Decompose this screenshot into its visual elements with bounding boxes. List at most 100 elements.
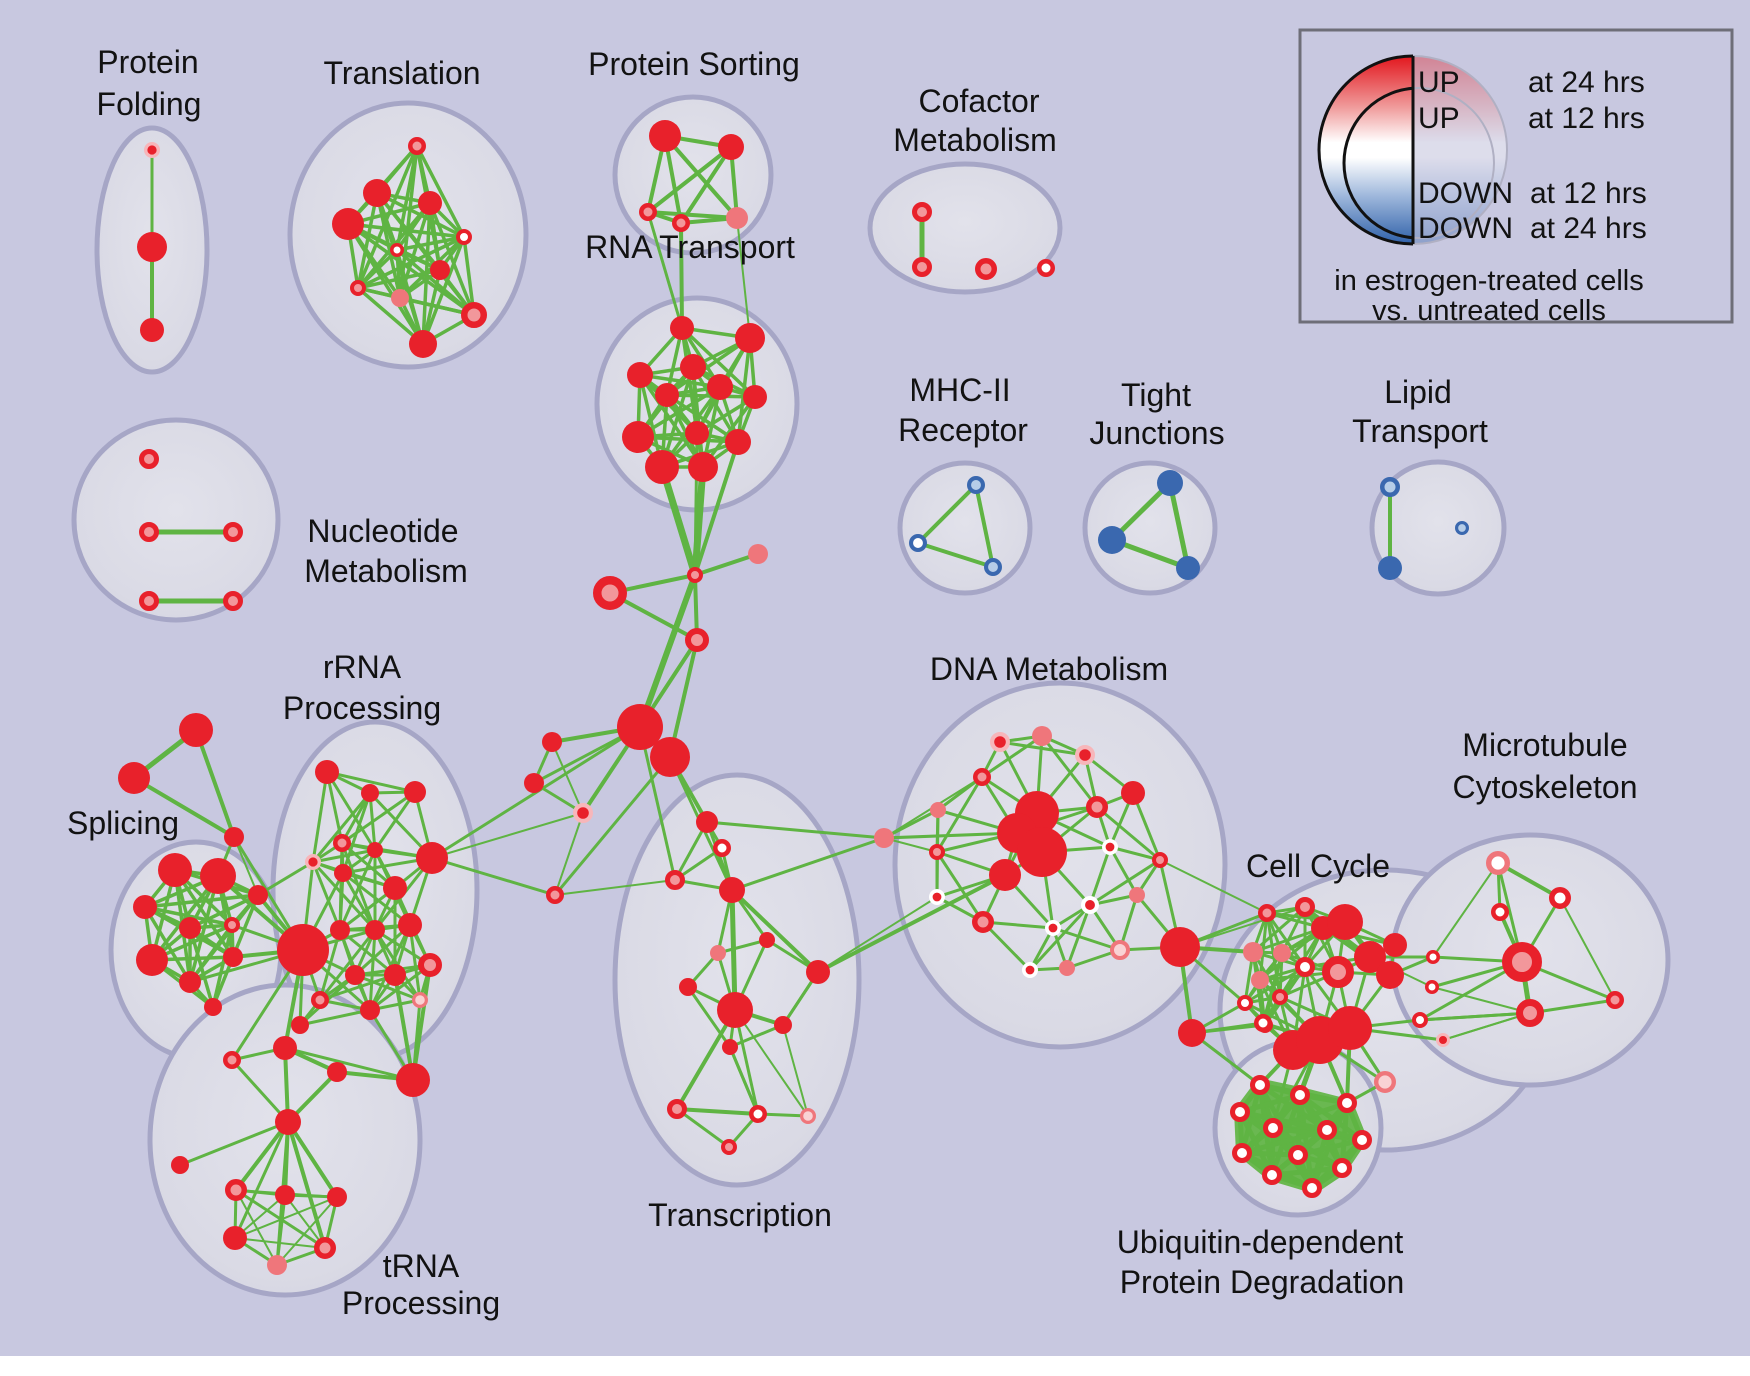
gene-node[interactable] bbox=[719, 877, 745, 903]
gene-node[interactable] bbox=[409, 330, 437, 358]
gene-node[interactable] bbox=[909, 534, 928, 553]
gene-node[interactable] bbox=[304, 853, 321, 870]
gene-node[interactable] bbox=[416, 842, 448, 874]
gene-node[interactable] bbox=[1017, 827, 1067, 877]
gene-node[interactable] bbox=[622, 421, 654, 453]
gene-node[interactable] bbox=[140, 318, 164, 342]
gene-node[interactable] bbox=[743, 385, 767, 409]
gene-node[interactable] bbox=[1251, 971, 1269, 989]
gene-node[interactable] bbox=[1485, 851, 1510, 876]
gene-node[interactable] bbox=[1086, 796, 1108, 818]
gene-node[interactable] bbox=[384, 964, 406, 986]
gene-node[interactable] bbox=[1380, 477, 1400, 497]
gene-node[interactable] bbox=[137, 232, 167, 262]
gene-node[interactable] bbox=[593, 576, 627, 610]
gene-node[interactable] bbox=[1098, 526, 1126, 554]
gene-node[interactable] bbox=[989, 731, 1010, 752]
gene-node[interactable] bbox=[224, 917, 240, 933]
gene-node[interactable] bbox=[649, 120, 681, 152]
gene-node[interactable] bbox=[277, 924, 329, 976]
gene-node[interactable] bbox=[749, 1105, 767, 1123]
gene-node[interactable] bbox=[670, 316, 694, 340]
gene-node[interactable] bbox=[224, 827, 244, 847]
gene-node[interactable] bbox=[722, 1039, 738, 1055]
gene-node[interactable] bbox=[696, 811, 718, 833]
gene-node[interactable] bbox=[1332, 1158, 1352, 1178]
gene-node[interactable] bbox=[267, 1255, 287, 1275]
gene-node[interactable] bbox=[1354, 941, 1386, 973]
gene-node[interactable] bbox=[1290, 1085, 1310, 1105]
gene-node[interactable] bbox=[365, 920, 385, 940]
gene-node[interactable] bbox=[912, 257, 932, 277]
gene-node[interactable] bbox=[1436, 1033, 1450, 1047]
gene-node[interactable] bbox=[204, 998, 222, 1016]
gene-node[interactable] bbox=[1302, 1178, 1322, 1198]
gene-node[interactable] bbox=[332, 208, 364, 240]
gene-node[interactable] bbox=[679, 978, 697, 996]
gene-node[interactable] bbox=[735, 323, 765, 353]
gene-node[interactable] bbox=[1317, 1120, 1337, 1140]
gene-node[interactable] bbox=[223, 1051, 241, 1069]
gene-node[interactable] bbox=[1045, 919, 1062, 936]
gene-node[interactable] bbox=[158, 853, 192, 887]
gene-node[interactable] bbox=[396, 1063, 430, 1097]
gene-node[interactable] bbox=[291, 1016, 309, 1034]
gene-node[interactable] bbox=[1412, 1012, 1428, 1028]
gene-node[interactable] bbox=[1232, 1143, 1252, 1163]
gene-node[interactable] bbox=[1121, 781, 1145, 805]
gene-node[interactable] bbox=[1102, 838, 1119, 855]
gene-node[interactable] bbox=[710, 945, 726, 961]
gene-node[interactable] bbox=[143, 141, 160, 158]
gene-node[interactable] bbox=[1032, 726, 1052, 746]
gene-node[interactable] bbox=[360, 1000, 380, 1020]
gene-node[interactable] bbox=[461, 302, 487, 328]
gene-node[interactable] bbox=[989, 859, 1021, 891]
gene-node[interactable] bbox=[1237, 995, 1253, 1011]
gene-node[interactable] bbox=[327, 1187, 347, 1207]
gene-node[interactable] bbox=[139, 449, 159, 469]
gene-node[interactable] bbox=[383, 876, 407, 900]
gene-node[interactable] bbox=[1426, 950, 1440, 964]
gene-node[interactable] bbox=[275, 1185, 295, 1205]
gene-node[interactable] bbox=[627, 362, 653, 388]
gene-node[interactable] bbox=[687, 567, 703, 583]
gene-node[interactable] bbox=[725, 429, 751, 455]
gene-node[interactable] bbox=[327, 1062, 347, 1082]
gene-node[interactable] bbox=[1454, 521, 1469, 536]
gene-node[interactable] bbox=[1258, 904, 1276, 922]
gene-node[interactable] bbox=[874, 828, 894, 848]
gene-node[interactable] bbox=[1081, 896, 1100, 915]
gene-node[interactable] bbox=[179, 971, 201, 993]
gene-node[interactable] bbox=[363, 179, 391, 207]
gene-node[interactable] bbox=[572, 802, 593, 823]
gene-node[interactable] bbox=[1322, 956, 1354, 988]
gene-node[interactable] bbox=[650, 737, 690, 777]
gene-node[interactable] bbox=[748, 544, 768, 564]
gene-node[interactable] bbox=[726, 207, 748, 229]
gene-node[interactable] bbox=[1491, 903, 1509, 921]
gene-node[interactable] bbox=[1152, 852, 1168, 868]
gene-node[interactable] bbox=[398, 913, 422, 937]
gene-node[interactable] bbox=[223, 591, 243, 611]
gene-node[interactable] bbox=[412, 991, 429, 1008]
gene-node[interactable] bbox=[1160, 927, 1200, 967]
gene-node[interactable] bbox=[223, 1226, 247, 1250]
gene-node[interactable] bbox=[1502, 942, 1542, 982]
gene-node[interactable] bbox=[929, 844, 945, 860]
gene-node[interactable] bbox=[665, 870, 685, 890]
gene-node[interactable] bbox=[273, 1036, 297, 1060]
gene-node[interactable] bbox=[718, 134, 744, 160]
gene-node[interactable] bbox=[1263, 1118, 1283, 1138]
gene-node[interactable] bbox=[179, 917, 201, 939]
gene-node[interactable] bbox=[1376, 961, 1404, 989]
gene-node[interactable] bbox=[707, 374, 733, 400]
gene-node[interactable] bbox=[1425, 980, 1439, 994]
gene-node[interactable] bbox=[713, 839, 731, 857]
gene-node[interactable] bbox=[1352, 1130, 1372, 1150]
gene-node[interactable] bbox=[1295, 897, 1315, 917]
gene-node[interactable] bbox=[967, 475, 986, 494]
gene-node[interactable] bbox=[1178, 1019, 1206, 1047]
gene-node[interactable] bbox=[1074, 744, 1095, 765]
gene-node[interactable] bbox=[930, 802, 946, 818]
gene-node[interactable] bbox=[912, 202, 932, 222]
